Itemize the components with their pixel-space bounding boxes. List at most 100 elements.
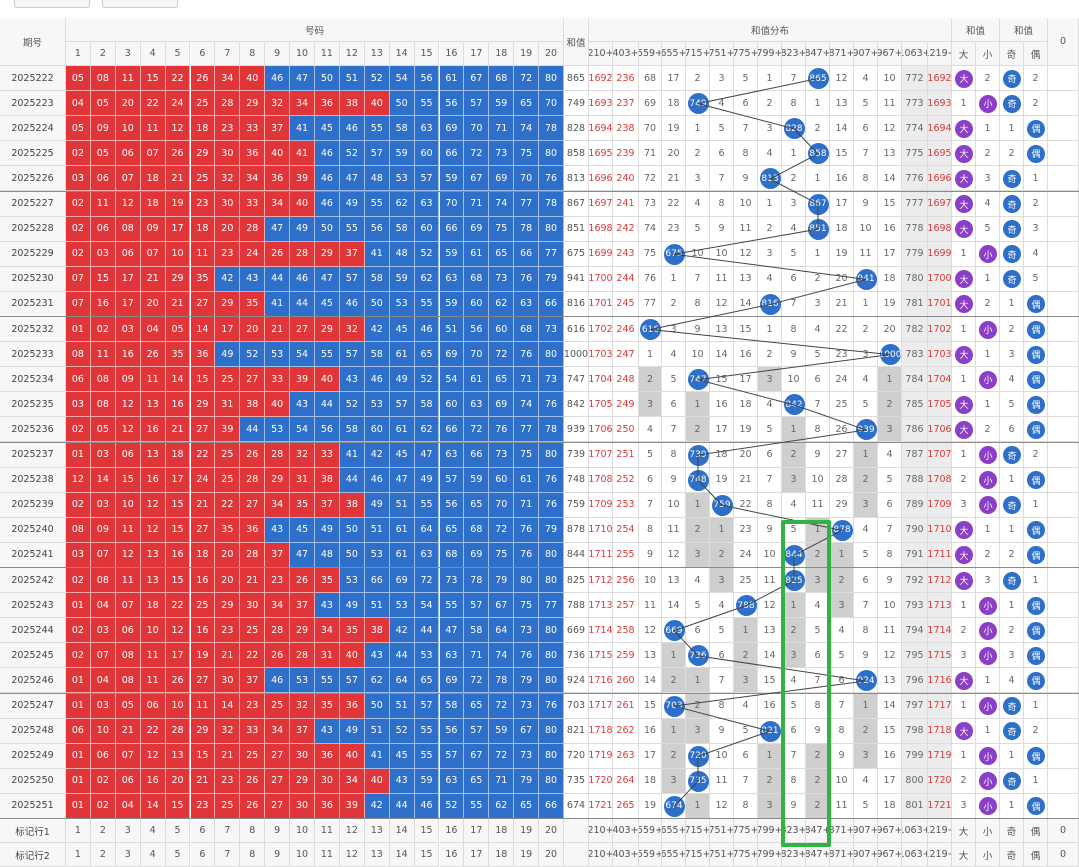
period-cell[interactable]: 2025237 [0,442,66,468]
number-ball: 09 [90,517,116,543]
size-big-cell [952,116,976,142]
period-cell[interactable]: 2025243 [0,593,66,619]
period-cell[interactable]: 2025245 [0,643,66,669]
number-ball: 57 [414,166,440,192]
period-cell[interactable]: 2025225 [0,141,66,167]
number-ball: 70 [539,91,564,117]
number-column-header: 1 [66,42,91,66]
distribution-cell: 1 [782,593,806,619]
number-ball: 10 [165,241,191,267]
distribution-cell: 7 [878,517,902,543]
period-cell[interactable]: 2025247 [0,693,66,719]
distribution-cell: 3 [782,467,806,493]
period-cell[interactable]: 2025233 [0,342,66,368]
period-cell[interactable]: 2025222 [0,66,66,92]
number-ball: 61 [389,342,415,368]
sum-value: 842 [564,392,589,418]
number-ball: 55 [414,492,440,518]
number-ball: 30 [215,668,241,694]
period-cell[interactable]: 2025240 [0,517,66,543]
number-ball: 61 [389,517,415,543]
distribution-cell: 258 [613,618,639,644]
number-ball: 11 [190,241,216,267]
distribution-cell: 257 [613,593,639,619]
distribution-cell: 5 [734,66,758,92]
period-cell[interactable]: 2025228 [0,216,66,242]
number-ball: 32 [265,91,291,117]
number-column-header: 15 [414,42,440,66]
period-cell[interactable]: 2025246 [0,668,66,694]
number-ball: 49 [215,342,241,368]
period-cell[interactable]: 2025234 [0,367,66,393]
distribution-cell: 8 [782,317,806,343]
number-ball: 08 [66,517,91,543]
number-ball: 37 [339,241,365,267]
distribution-cell: 5 [806,342,830,368]
size-miss-cell: 2 [952,467,976,493]
number-ball: 72 [489,517,515,543]
number-ball: 78 [539,191,564,217]
number-ball: 06 [115,241,141,267]
distribution-cell: 75 [639,241,662,267]
distribution-cell: 790 [902,517,928,543]
toolbar-button[interactable] [102,0,178,8]
size-miss-cell: 1 [952,367,976,393]
distribution-cell [806,216,830,242]
period-cell[interactable]: 2025230 [0,266,66,292]
number-ball: 73 [539,367,564,393]
toolbar-button[interactable] [14,0,90,8]
distribution-cell: 2 [782,618,806,644]
number-ball: 72 [464,141,490,167]
number-ball: 20 [215,568,241,594]
number-ball: 28 [240,216,266,242]
period-cell[interactable]: 2025244 [0,618,66,644]
period-cell[interactable]: 2025227 [0,191,66,217]
period-cell[interactable]: 2025224 [0,116,66,142]
size-ball: 大 [955,671,973,690]
parity-odd-header: 奇 [1000,42,1024,66]
period-cell[interactable]: 2025229 [0,241,66,267]
number-ball: 30 [240,593,266,619]
distribution-cell [854,266,878,292]
number-ball: 63 [464,392,490,418]
number-ball: 66 [364,568,390,594]
distribution-cell: 29 [830,492,854,518]
number-ball: 27 [190,517,216,543]
distribution-cell: 1699 [589,241,613,267]
number-ball: 07 [90,643,116,669]
distribution-cell: 5 [830,643,854,669]
size-ball: 大 [955,521,973,540]
distribution-cell: 1702 [589,317,613,343]
period-cell[interactable]: 2025232 [0,317,66,343]
number-ball: 29 [190,141,216,167]
number-ball: 71 [489,116,515,142]
size-ball: 小 [979,471,997,490]
period-cell[interactable]: 2025223 [0,91,66,117]
number-ball: 50 [339,542,365,568]
period-cell[interactable]: 2025238 [0,467,66,493]
distribution-cell: 70 [639,116,662,142]
parity-miss-cell: 2 [1024,191,1048,217]
number-ball: 54 [290,342,315,368]
distribution-cell: 238 [613,116,639,142]
period-cell[interactable]: 2025231 [0,291,66,317]
size-ball: 大 [955,220,973,239]
distribution-cell: 8 [710,191,734,217]
period-cell[interactable]: 2025239 [0,492,66,518]
range-column-header: 1063+ [902,42,928,66]
distribution-cell: 18 [662,91,686,117]
number-ball: 26 [140,342,166,368]
period-cell[interactable]: 2025235 [0,392,66,418]
number-ball: 51 [389,492,415,518]
number-ball: 14 [215,693,241,719]
number-ball: 72 [489,342,515,368]
number-ball: 15 [165,492,191,518]
period-cell[interactable]: 2025242 [0,568,66,594]
parity-miss-cell: 2 [1024,91,1048,117]
number-ball: 79 [489,568,515,594]
number-column-header: 8 [240,42,266,66]
number-ball: 80 [539,643,564,669]
number-ball: 40 [265,141,291,167]
number-ball: 78 [514,216,540,242]
period-cell[interactable]: 2025236 [0,417,66,443]
